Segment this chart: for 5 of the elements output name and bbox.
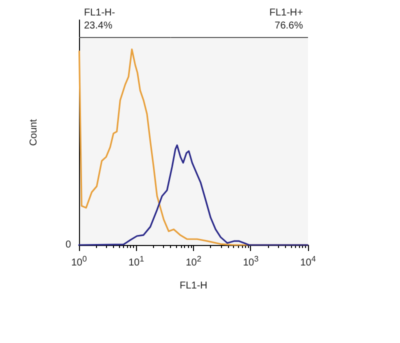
y-axis-title: Count (28, 118, 40, 146)
x-axis-title: FL1-H (180, 280, 208, 292)
text: 0 (65, 240, 72, 250)
band-label: FL1-H- 23.4% (84, 8, 116, 32)
band-label: FL1-H+ 76.6% (269, 8, 304, 32)
